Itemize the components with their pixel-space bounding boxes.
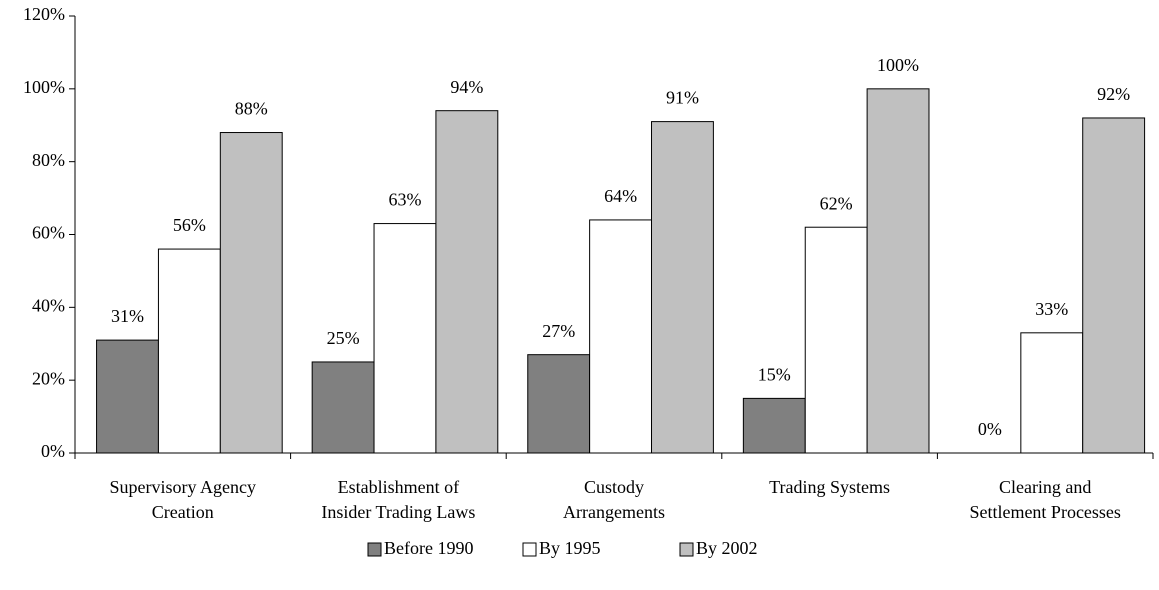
bar bbox=[311, 361, 375, 454]
value-label: 56% bbox=[173, 215, 206, 235]
bar bbox=[157, 248, 221, 454]
bar bbox=[589, 219, 653, 454]
x-tick-label: Trading Systems bbox=[769, 477, 890, 497]
value-label: 33% bbox=[1035, 299, 1068, 319]
value-label: 31% bbox=[111, 306, 144, 326]
x-tick-label: Establishment of bbox=[338, 477, 459, 497]
y-tick-label: 80% bbox=[32, 150, 65, 170]
value-label: 92% bbox=[1097, 84, 1130, 104]
legend-label: Before 1990 bbox=[384, 538, 473, 558]
legend-swatch bbox=[679, 542, 694, 557]
legend-label: By 1995 bbox=[539, 538, 601, 558]
y-tick-label: 120% bbox=[23, 4, 65, 24]
y-tick-label: 60% bbox=[32, 223, 65, 243]
value-label: 91% bbox=[666, 88, 699, 108]
y-tick-label: 100% bbox=[23, 77, 65, 97]
value-label: 15% bbox=[758, 365, 791, 385]
bar bbox=[1082, 117, 1146, 454]
value-label: 88% bbox=[235, 99, 268, 119]
bar bbox=[651, 121, 714, 454]
bar bbox=[1020, 332, 1084, 454]
x-tick-label: Insider Trading Laws bbox=[321, 502, 475, 522]
value-label: 63% bbox=[388, 190, 421, 210]
x-tick-label: Creation bbox=[152, 502, 214, 522]
legend-swatch bbox=[367, 542, 382, 557]
bar bbox=[742, 397, 806, 454]
x-tick-label: Settlement Processes bbox=[969, 502, 1120, 522]
y-tick-label: 40% bbox=[32, 295, 65, 315]
bar bbox=[435, 110, 499, 454]
value-label: 25% bbox=[327, 328, 360, 348]
bar bbox=[96, 339, 159, 454]
legend-swatch bbox=[522, 542, 537, 557]
bar bbox=[219, 132, 283, 454]
value-label: 0% bbox=[978, 419, 1002, 439]
x-tick-label: Supervisory Agency bbox=[110, 477, 256, 497]
legend-label: By 2002 bbox=[696, 538, 758, 558]
bar bbox=[527, 354, 591, 454]
bar bbox=[373, 223, 437, 454]
x-tick-label: Custody bbox=[584, 477, 644, 497]
y-tick-label: 20% bbox=[32, 368, 65, 388]
value-label: 100% bbox=[877, 55, 919, 75]
value-label: 27% bbox=[542, 321, 575, 341]
bar bbox=[804, 226, 868, 454]
value-label: 64% bbox=[604, 186, 637, 206]
x-tick-label: Clearing and bbox=[999, 477, 1091, 497]
x-tick-label: Arrangements bbox=[563, 502, 665, 522]
bar bbox=[866, 88, 930, 454]
value-label: 94% bbox=[450, 77, 483, 97]
value-label: 62% bbox=[820, 193, 853, 213]
y-tick-label: 0% bbox=[41, 441, 65, 461]
